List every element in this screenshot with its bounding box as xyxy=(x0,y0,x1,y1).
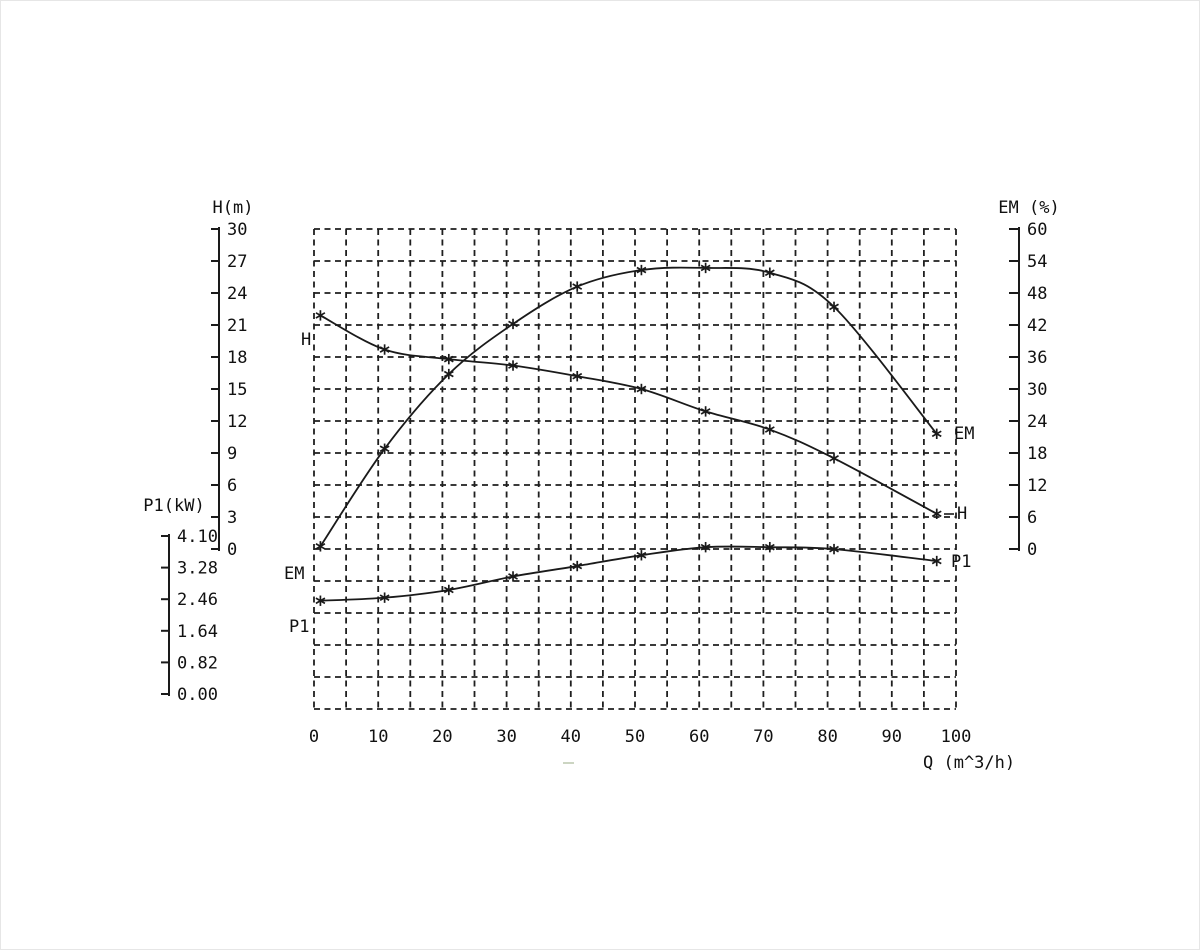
p1-curve-marker xyxy=(379,592,390,603)
p1-axis-tick-label: 4.10 xyxy=(177,527,218,547)
em-curve-marker xyxy=(379,443,390,454)
h-axis-tick-label: 12 xyxy=(227,412,247,432)
h-axis-tick-label: 3 xyxy=(227,508,237,528)
p1-curve-label-right: P1 xyxy=(951,552,971,572)
h-axis-tick-label: 21 xyxy=(227,316,247,336)
h-axis-tick-label: 6 xyxy=(227,476,237,496)
h-curve-label-right: H xyxy=(957,504,967,524)
em-curve-label-right: EM xyxy=(954,424,974,444)
em-axis-tick-label: 36 xyxy=(1027,348,1047,368)
h-axis-tick-label: 9 xyxy=(227,444,237,464)
curves xyxy=(315,262,942,606)
h-axis-tick-label: 0 xyxy=(227,540,237,560)
p1-curve-marker xyxy=(931,555,942,567)
em-axis-tick-label: 18 xyxy=(1027,444,1047,464)
h-axis-tick-label: 30 xyxy=(227,220,247,240)
h-curve-marker xyxy=(829,453,839,464)
em-axis-tick-label: 60 xyxy=(1027,220,1047,240)
p1-axis-tick-label: 0.00 xyxy=(177,685,218,705)
h-curve-marker xyxy=(931,508,942,519)
em-curve-marker xyxy=(700,262,711,274)
em-axis-tick-label: 6 xyxy=(1027,508,1037,528)
x-axis-tick-label: 50 xyxy=(625,727,645,747)
em-axis-tick-label: 42 xyxy=(1027,316,1047,336)
plot-grid xyxy=(313,228,957,710)
x-axis-tick-label: 20 xyxy=(432,727,452,747)
p1-curve-marker xyxy=(764,541,775,553)
p1-curve-marker xyxy=(508,571,518,582)
em-curve xyxy=(319,266,938,547)
p1-axis-tick-label: 0.82 xyxy=(177,653,218,673)
p1-curve-marker xyxy=(829,543,839,555)
p1-curve-label-left: P1 xyxy=(289,617,309,637)
p1-axis-tick-label: 2.46 xyxy=(177,590,218,610)
em-axis-tick-label: 24 xyxy=(1027,412,1047,432)
p1-curve xyxy=(320,545,937,602)
em-curve-marker xyxy=(636,264,647,276)
h-axis-tick-label: 27 xyxy=(227,252,247,272)
x-axis-tick-label: 70 xyxy=(753,727,773,747)
em-curve-marker xyxy=(508,318,518,330)
h-curve-marker xyxy=(636,383,647,395)
h-axis-tick-label: 24 xyxy=(227,284,247,304)
h-axis-title: H(m) xyxy=(213,198,254,218)
em-curve-marker xyxy=(764,267,775,278)
h-curve-marker xyxy=(315,310,326,321)
em-axis-tick-label: 30 xyxy=(1027,380,1047,400)
x-axis-tick-label: 0 xyxy=(309,727,319,747)
p1-curve-marker xyxy=(315,595,326,606)
h-curve-label-left: H xyxy=(301,330,311,350)
em-axis-title: EM (%) xyxy=(998,198,1059,218)
x-axis-tick-label: 40 xyxy=(561,727,581,747)
em-curve-marker xyxy=(443,368,454,380)
h-curve-marker xyxy=(379,344,390,355)
x-axis-tick-label: 100 xyxy=(941,727,972,747)
h-axis-tick-label: 18 xyxy=(227,348,247,368)
em-curve-marker xyxy=(829,301,839,313)
h-curve-marker xyxy=(443,353,454,365)
p1-axis-title: P1(kW) xyxy=(143,496,204,516)
p1-axis-tick-label: 1.64 xyxy=(177,622,218,642)
x-axis-title: Q (m^3/h) xyxy=(923,753,1015,773)
p1-axis-tick-label: 3.28 xyxy=(177,559,218,579)
artifact-dash xyxy=(563,762,574,764)
p1-curve-marker xyxy=(700,541,711,553)
x-axis-tick-label: 10 xyxy=(368,727,388,747)
x-axis-tick-label: 60 xyxy=(689,727,709,747)
em-axis-tick-label: 48 xyxy=(1027,284,1047,304)
em-axis-tick-label: 12 xyxy=(1027,476,1047,496)
em-axis-tick-label: 0 xyxy=(1027,540,1037,560)
h-curve-marker xyxy=(764,424,775,435)
h-axis-tick-label: 15 xyxy=(227,380,247,400)
x-axis-tick-label: 80 xyxy=(817,727,837,747)
em-curve-marker xyxy=(572,281,583,292)
axes: 3027242118151296304.103.282.461.640.820.… xyxy=(161,220,1047,747)
h-curve xyxy=(319,314,938,515)
em-curve-label-left: EM xyxy=(284,564,304,584)
p1-curve-marker xyxy=(572,560,583,572)
em-axis-tick-label: 54 xyxy=(1027,252,1047,272)
x-axis-tick-label: 90 xyxy=(882,727,902,747)
em-curve-marker xyxy=(315,541,326,552)
x-axis-tick-label: 30 xyxy=(496,727,516,747)
p1-curve-marker xyxy=(443,584,454,596)
em-curve-marker xyxy=(931,428,942,439)
h-curve-marker xyxy=(508,360,518,371)
p1-curve-marker xyxy=(636,550,647,561)
h-curve-marker xyxy=(572,371,583,382)
h-curve-marker xyxy=(700,406,711,417)
